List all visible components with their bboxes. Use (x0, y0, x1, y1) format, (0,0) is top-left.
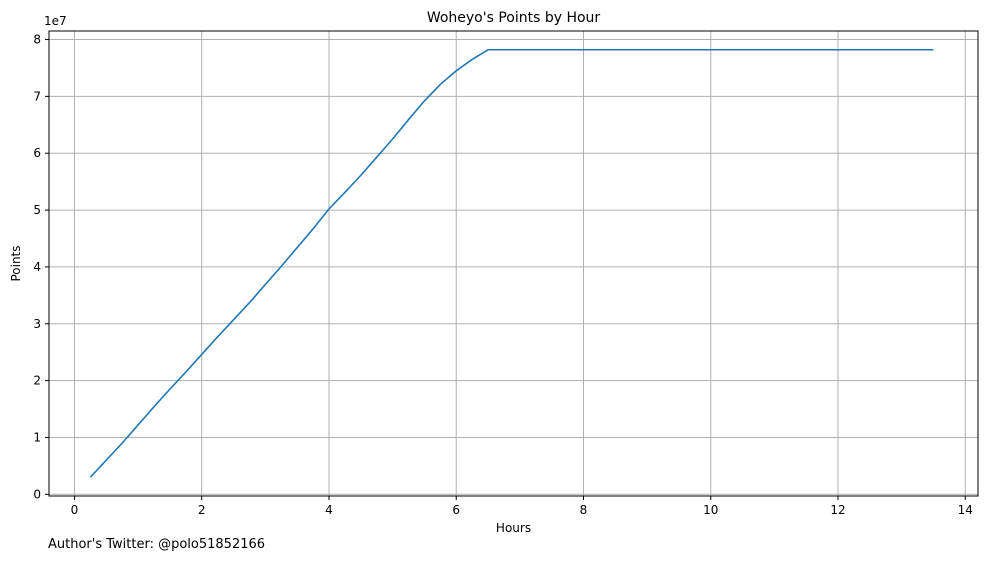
plot-frame (48, 30, 979, 497)
y-tick-label: 4 (33, 260, 41, 274)
x-tick-label: 0 (71, 503, 79, 517)
y-offset-label: 1e7 (44, 14, 67, 28)
y-tick-label: 7 (33, 89, 41, 103)
x-tick-label: 12 (830, 503, 845, 517)
x-tick-label: 8 (580, 503, 588, 517)
x-tick-label: 2 (198, 503, 206, 517)
x-axis-label: Hours (496, 521, 531, 535)
y-tick-label: 1 (33, 430, 41, 444)
y-tick-label: 6 (33, 146, 41, 160)
y-tick-label: 2 (33, 374, 41, 388)
y-axis-label: Points (9, 245, 23, 281)
y-tick-label: 0 (33, 487, 41, 501)
x-tick-label: 4 (325, 503, 333, 517)
x-tick-label: 14 (958, 503, 973, 517)
x-tick-label: 10 (703, 503, 718, 517)
series-line (89, 48, 934, 478)
grid (49, 31, 978, 496)
y-tick-label: 5 (33, 203, 41, 217)
series-line-group (89, 48, 934, 478)
x-tick-label: 6 (452, 503, 460, 517)
chart-title: Woheyo's Points by Hour (427, 10, 601, 26)
y-tick-label: 3 (33, 317, 41, 331)
y-tick-label: 8 (33, 33, 41, 47)
author-credit: Author's Twitter: @polo51852166 (48, 537, 266, 552)
